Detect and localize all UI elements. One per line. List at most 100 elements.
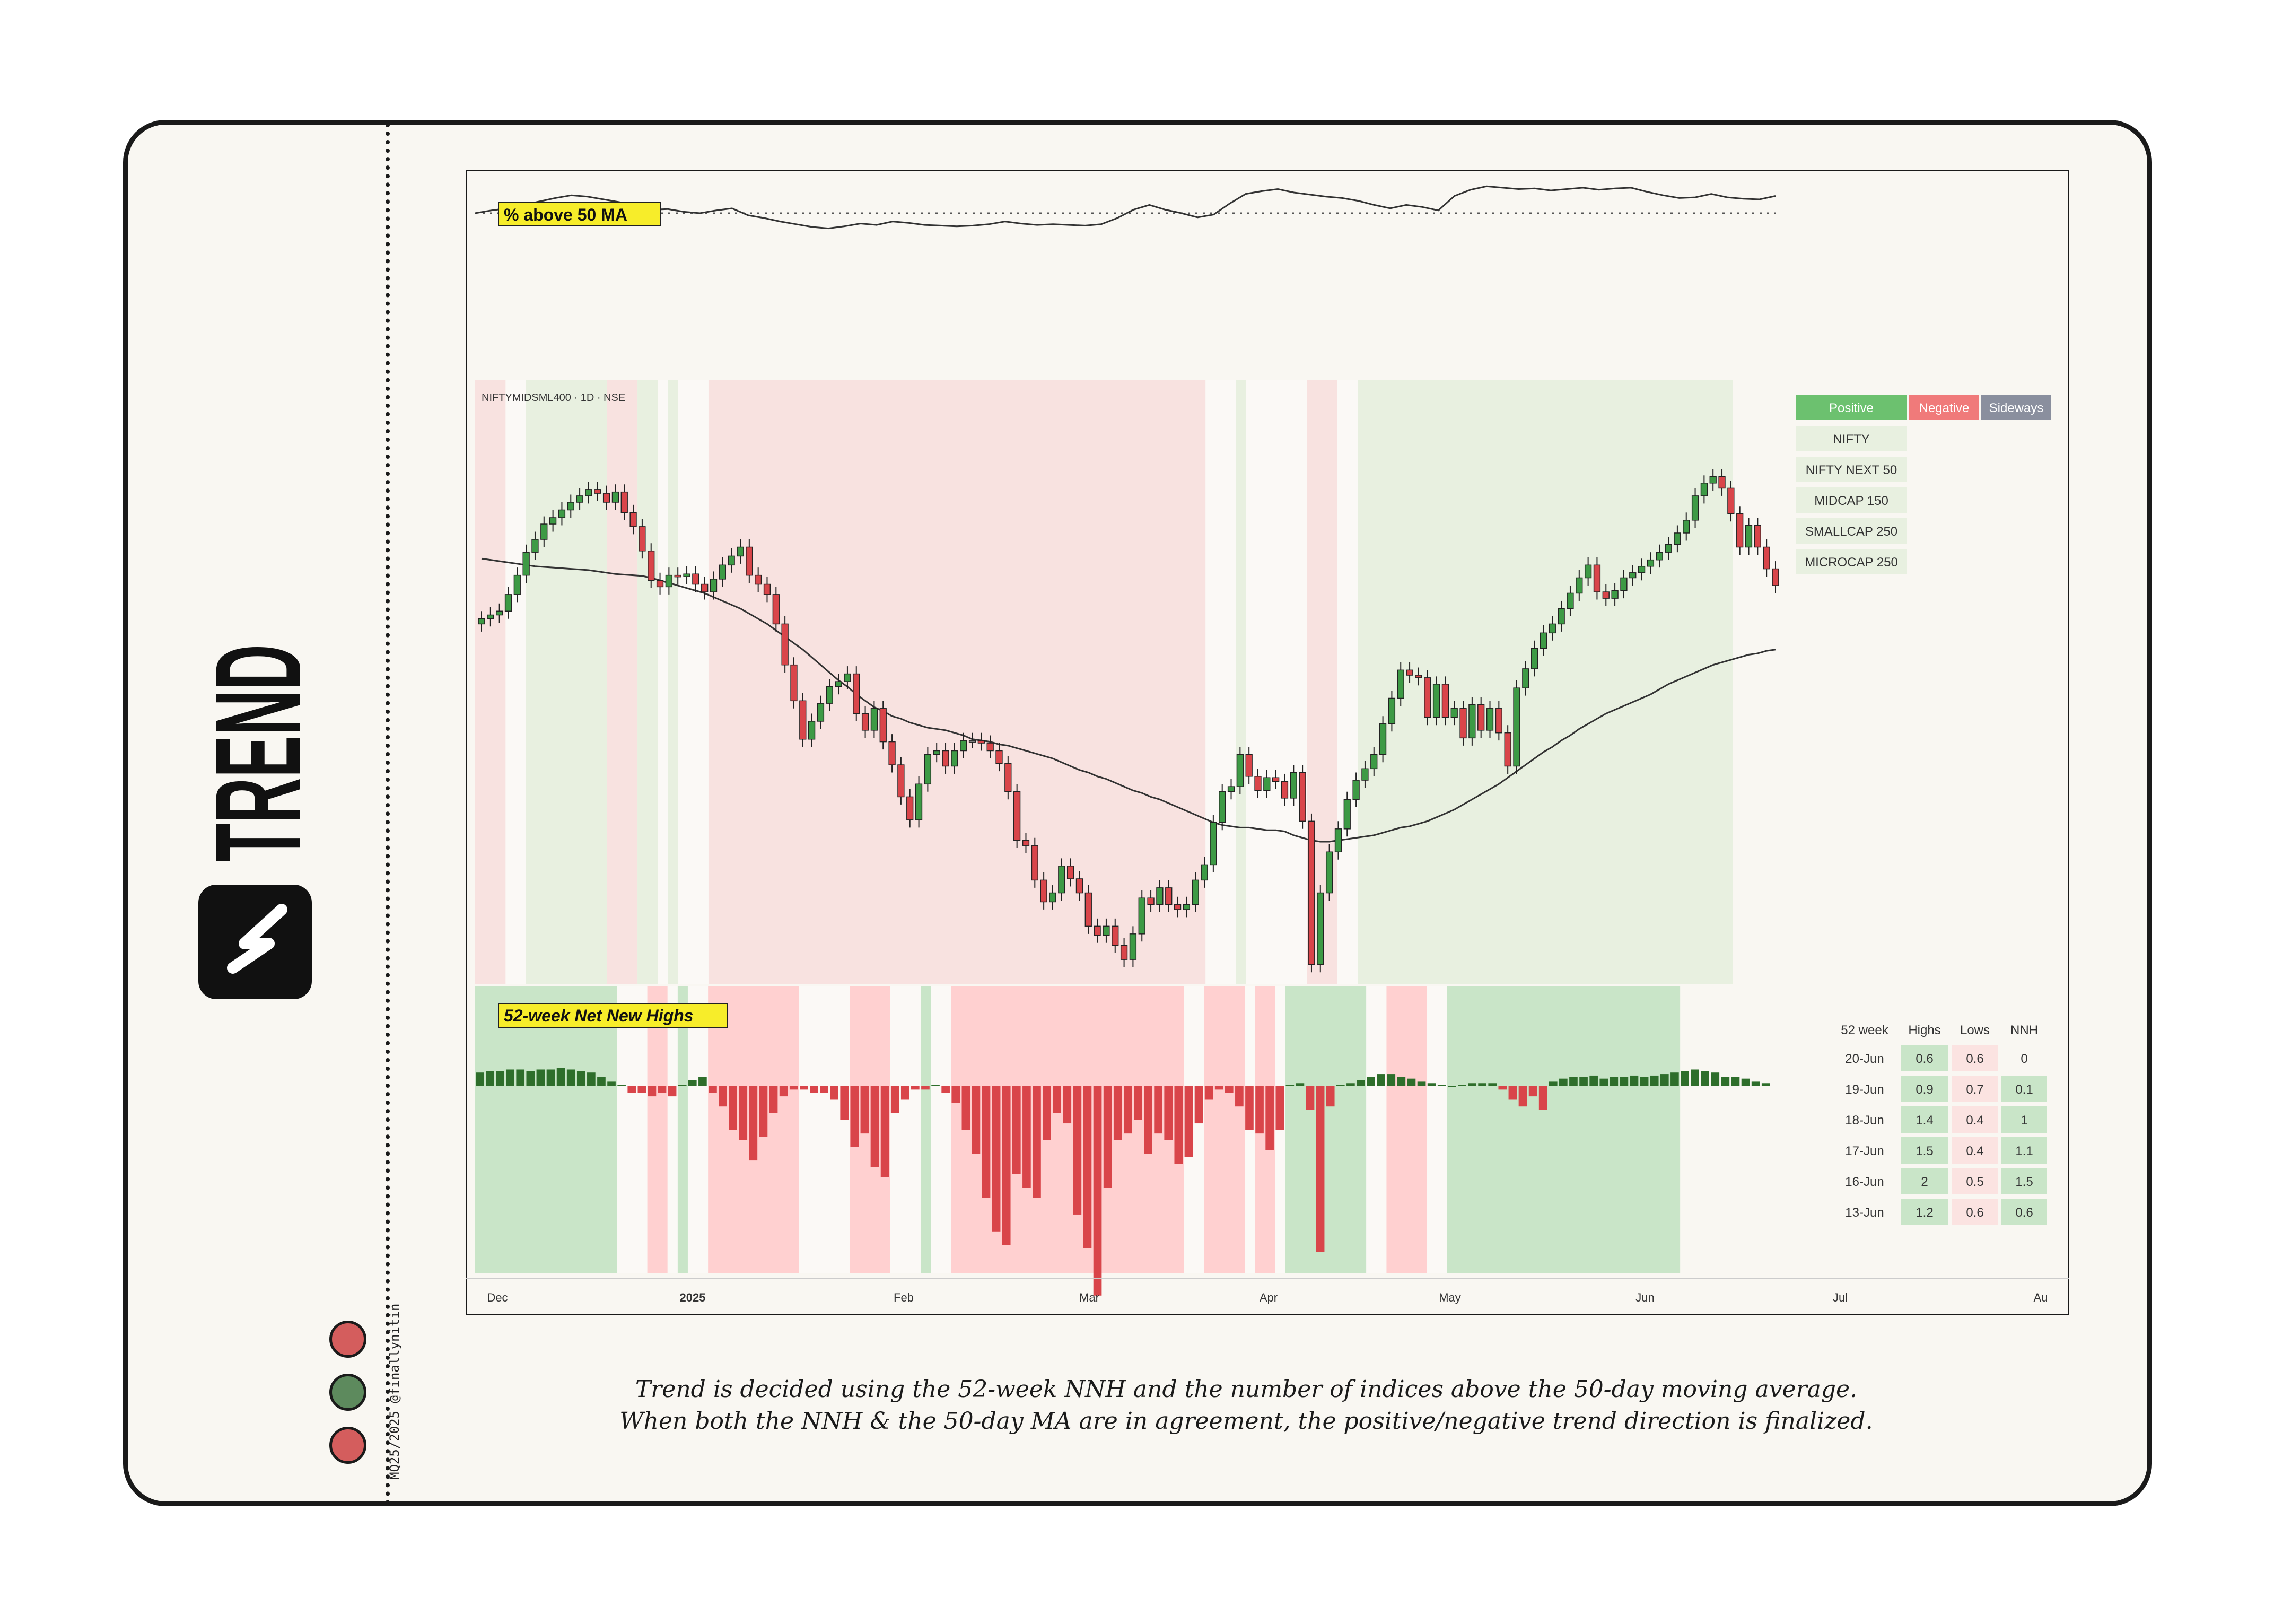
- legend-header-cell: [1796, 395, 1907, 420]
- candle: [995, 743, 1003, 772]
- x-tick-label: Feb: [894, 1291, 914, 1304]
- nnh-bar: [1164, 1086, 1173, 1140]
- candle: [861, 705, 869, 738]
- table-cell: 0.4: [1966, 1144, 1983, 1158]
- nnh-bar: [1022, 1086, 1031, 1188]
- candle: [1558, 600, 1565, 632]
- candle-body: [817, 703, 825, 722]
- nnh-bar: [1508, 1086, 1517, 1100]
- nnh-bar: [1296, 1083, 1305, 1086]
- candle-body: [826, 686, 833, 704]
- table-cell: 0.6: [1916, 1052, 1933, 1066]
- candle: [1272, 770, 1280, 789]
- nnh-bar: [1599, 1078, 1608, 1086]
- nnh-bar: [1427, 1083, 1436, 1086]
- candle-body: [1459, 708, 1467, 739]
- nnh-bar: [1316, 1086, 1325, 1252]
- nnh-bar: [1245, 1086, 1254, 1130]
- nnh-regime-band: [647, 986, 668, 1273]
- nnh-bar: [1721, 1077, 1730, 1086]
- candle: [1772, 561, 1779, 593]
- candle-body: [1004, 763, 1012, 792]
- candle-body: [1201, 864, 1208, 881]
- nnh-bar: [800, 1086, 808, 1090]
- table-header: 52 week: [1841, 1023, 1888, 1037]
- nnh-regime-band: [677, 986, 688, 1273]
- candle-body: [861, 713, 869, 731]
- nnh-bar: [1113, 1086, 1122, 1140]
- candle-body: [648, 551, 655, 581]
- candle-body: [1272, 777, 1280, 782]
- candle-body: [1763, 546, 1770, 570]
- candle-body: [1504, 732, 1511, 767]
- nnh-bar: [1650, 1075, 1659, 1086]
- nnh-regime-band: [475, 986, 617, 1273]
- candle: [1192, 872, 1199, 912]
- candle: [1281, 773, 1289, 806]
- nnh-regime-band: [1427, 986, 1447, 1273]
- candle: [844, 666, 851, 689]
- nnh-bar: [1670, 1072, 1679, 1086]
- table-cell: 0.7: [1966, 1082, 1983, 1097]
- candle-body: [1450, 708, 1458, 718]
- nnh-bar: [1134, 1086, 1142, 1120]
- nnh-regime-band: [931, 986, 951, 1273]
- candle: [1075, 871, 1083, 901]
- nnh-bar: [1731, 1077, 1740, 1086]
- price-regime-band: [505, 380, 526, 984]
- table-cell: 1.5: [1916, 1144, 1933, 1158]
- candle-body: [719, 564, 726, 580]
- candle-body: [995, 750, 1003, 764]
- legend-header-text: Negative: [1919, 401, 1970, 415]
- candle: [1629, 565, 1637, 586]
- nnh-bar: [739, 1086, 748, 1140]
- candle-body: [1736, 513, 1744, 548]
- nnh-bar: [1691, 1069, 1699, 1086]
- candle: [1718, 469, 1726, 496]
- nnh-bar: [516, 1069, 525, 1086]
- candle: [986, 735, 994, 758]
- candle: [1031, 837, 1038, 888]
- candle-body: [1424, 677, 1431, 718]
- candle: [1254, 769, 1262, 798]
- indicator-dot-red-bottom: [329, 1427, 366, 1464]
- pct-above-50ma-line: [475, 185, 1776, 230]
- candle-body: [1352, 780, 1360, 800]
- nnh-bar: [637, 1086, 646, 1093]
- table-cell: 0.6: [2015, 1206, 2033, 1220]
- candle-body: [1361, 768, 1369, 781]
- candle: [1665, 537, 1672, 560]
- candle-body: [1299, 772, 1306, 822]
- candle-body: [1406, 669, 1413, 676]
- candle-body: [1112, 925, 1119, 946]
- candle: [1397, 662, 1404, 706]
- nnh-bar: [627, 1086, 636, 1093]
- candle: [1727, 480, 1735, 522]
- candle: [746, 539, 753, 583]
- table-cell: 0.6: [1966, 1206, 1983, 1220]
- candle: [1638, 558, 1646, 581]
- candle: [1683, 512, 1690, 541]
- candle: [656, 572, 664, 595]
- table-cell-bg: [2001, 1168, 2047, 1194]
- nnh-bar: [840, 1086, 849, 1120]
- candle-body: [1727, 487, 1735, 514]
- nnh-bar: [941, 1086, 950, 1093]
- nnh-bar: [900, 1086, 909, 1100]
- trend-logo-icon: [198, 885, 312, 999]
- nnh-bar: [1448, 1086, 1456, 1087]
- candle-body: [487, 614, 494, 619]
- nnh-bar: [1660, 1074, 1669, 1086]
- candle: [781, 616, 789, 673]
- candle-body: [1567, 592, 1574, 609]
- nnh-bar: [1640, 1077, 1649, 1086]
- candle-body: [1066, 866, 1074, 879]
- nnh-bar: [1083, 1086, 1092, 1248]
- candle: [1013, 784, 1021, 849]
- candle: [799, 693, 807, 747]
- nnh-regime-band: [890, 986, 921, 1273]
- candle-body: [1040, 879, 1047, 903]
- candle: [1201, 857, 1208, 888]
- pane-title-text: % above 50 MA: [504, 205, 627, 224]
- nnh-bar: [982, 1086, 991, 1198]
